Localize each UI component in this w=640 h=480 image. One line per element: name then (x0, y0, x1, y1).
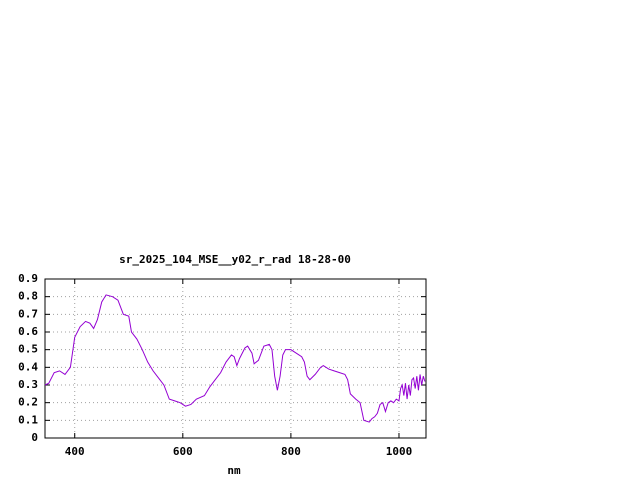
data-line (44, 294, 426, 423)
x-axis-label: nm (227, 464, 241, 477)
y-tick-label: 0.4 (18, 360, 38, 373)
y-tick-label: 0.9 (18, 272, 38, 285)
y-tick-label: 0.6 (18, 325, 38, 338)
x-tick-label: 600 (173, 445, 193, 458)
plot-border (44, 278, 427, 439)
y-tick-label: 0.5 (18, 343, 38, 356)
chart-title: sr_2025_104_MSE__y02_r_rad 18-28-00 (119, 253, 351, 266)
y-tick-label: 0.1 (18, 413, 38, 426)
y-tick-label: 0.2 (18, 396, 38, 409)
x-tick-label: 1000 (386, 445, 413, 458)
x-tick-label: 800 (281, 445, 301, 458)
y-tick-label: 0 (31, 431, 38, 444)
y-tick-label: 0.7 (18, 307, 38, 320)
y-tick-label: 0.3 (18, 378, 38, 391)
y-tick-label: 0.8 (18, 290, 38, 303)
x-tick-label: 400 (65, 445, 85, 458)
